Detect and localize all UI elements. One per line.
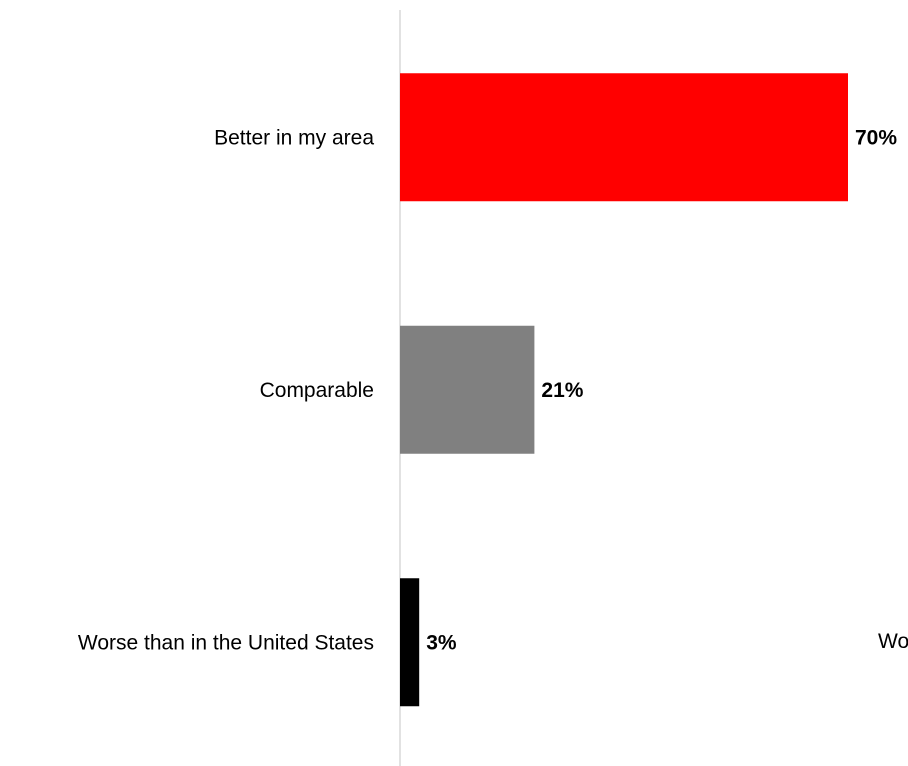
category-label: Comparable — [260, 379, 374, 402]
category-label: Better in my area — [214, 126, 374, 149]
data-label: 3% — [426, 631, 457, 654]
bar — [400, 73, 848, 202]
data-label: 70% — [855, 126, 897, 149]
data-label: 21% — [541, 379, 583, 402]
category-labels-group: Better in my area Comparable Worse than in… — [78, 126, 374, 654]
bar — [400, 578, 420, 707]
bar — [400, 325, 535, 454]
category-label: Worse than in the United States — [78, 631, 374, 654]
bars-group — [400, 73, 848, 707]
data-labels-group: 70% 21% 3% — [426, 126, 897, 654]
right-edge-fragment-label: Wo — [878, 630, 908, 653]
